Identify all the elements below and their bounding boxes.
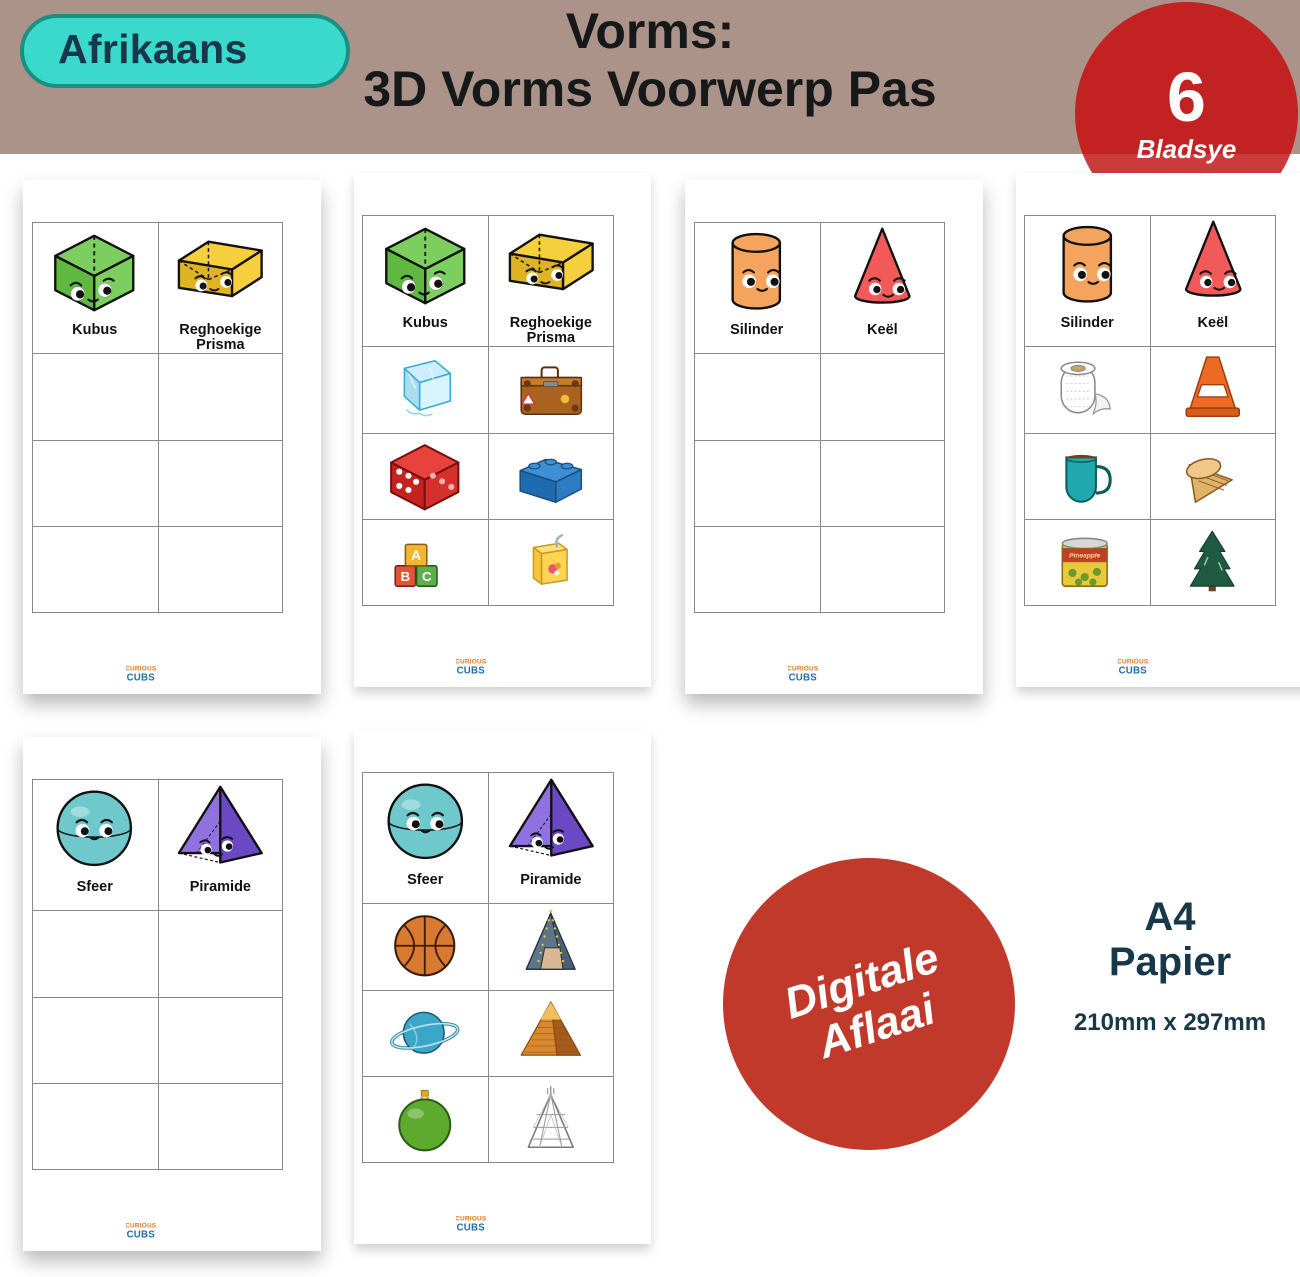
svg-text:CUBS: CUBS [457, 665, 486, 676]
svg-text:CUBS: CUBS [457, 1222, 486, 1233]
svg-text:C: C [422, 569, 432, 584]
svg-text:CUBS: CUBS [1119, 665, 1148, 676]
svg-text:CUBS: CUBS [126, 1229, 155, 1240]
svg-text:A: A [412, 548, 422, 563]
svg-text:CURIOUS: CURIOUS [456, 1215, 487, 1222]
svg-text:B: B [401, 569, 411, 584]
svg-text:CURIOUS: CURIOUS [1118, 658, 1149, 665]
svg-text:CURIOUS: CURIOUS [788, 665, 819, 672]
svg-text:CURIOUS: CURIOUS [126, 1222, 157, 1229]
svg-text:CURIOUS: CURIOUS [126, 665, 157, 672]
svg-text:CUBS: CUBS [788, 672, 817, 683]
svg-text:Pineapple: Pineapple [1070, 553, 1102, 560]
svg-text:CUBS: CUBS [126, 672, 155, 683]
svg-text:CURIOUS: CURIOUS [456, 658, 487, 665]
